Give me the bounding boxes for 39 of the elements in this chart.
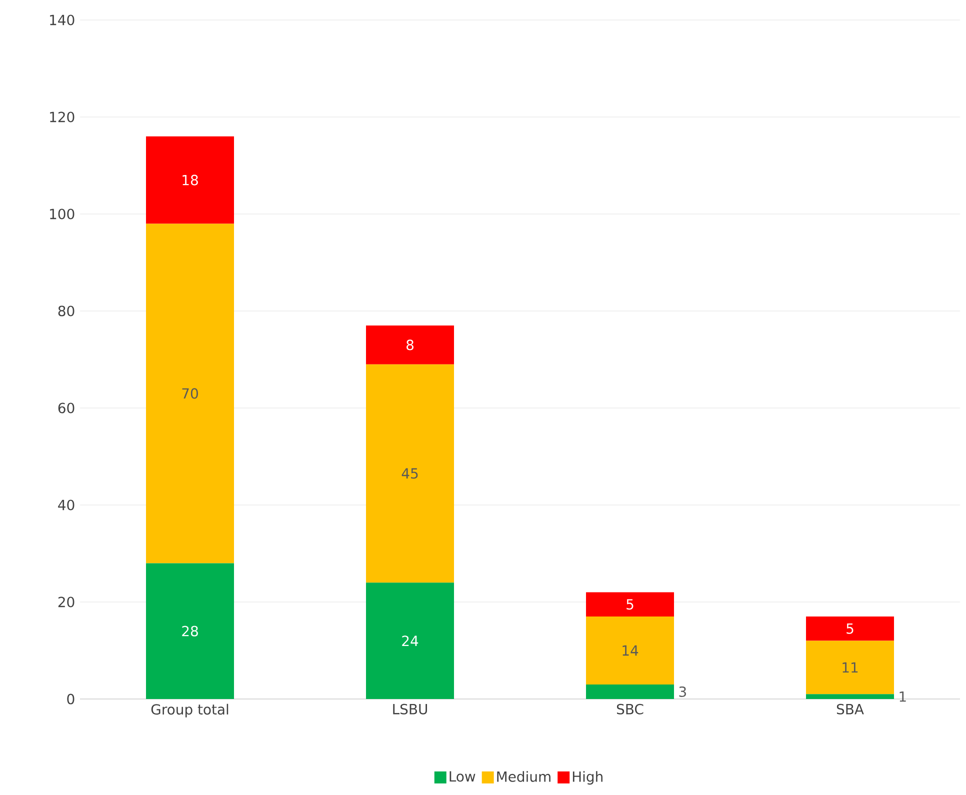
data-label: 1 <box>900 691 906 702</box>
legend-label: High <box>572 771 602 785</box>
data-label: 28 <box>182 626 198 636</box>
y-tick-label: 120 <box>50 112 74 122</box>
bar <box>146 136 234 224</box>
x-tick-label: LSBU <box>393 704 427 714</box>
y-tick-label: 100 <box>50 208 74 220</box>
data-label: 3 <box>679 686 686 697</box>
bar <box>366 364 454 583</box>
data-label: 18 <box>182 174 198 186</box>
y-tick-label: 0 <box>67 694 74 704</box>
y-tick-label: 80 <box>58 306 74 316</box>
legend-label: Medium <box>497 771 550 782</box>
x-tick-label: SBC <box>616 704 644 714</box>
y-tick-label: 140 <box>50 14 74 26</box>
y-tick-label: 60 <box>58 402 74 414</box>
bar <box>366 326 454 364</box>
bar <box>366 582 454 700</box>
bar <box>806 616 894 641</box>
bar <box>146 224 234 564</box>
data-label: 70 <box>182 388 198 399</box>
data-label: 11 <box>842 662 858 673</box>
bar <box>806 640 894 694</box>
data-label: 5 <box>846 623 854 634</box>
data-label: 5 <box>626 599 634 610</box>
y-tick-label: 40 <box>58 500 74 510</box>
x-tick-label: Group total <box>151 704 228 718</box>
bar <box>806 694 894 700</box>
data-label: 8 <box>406 340 414 350</box>
bar <box>586 616 674 684</box>
bar <box>586 592 674 617</box>
x-tick-label: SBA <box>836 704 864 714</box>
data-label: 45 <box>402 468 418 479</box>
bar <box>586 684 674 700</box>
data-label: 14 <box>622 645 638 656</box>
bar <box>146 563 234 700</box>
legend-label: Low <box>450 771 476 782</box>
y-tick-label: 20 <box>58 596 74 608</box>
data-label: 24 <box>402 636 418 646</box>
